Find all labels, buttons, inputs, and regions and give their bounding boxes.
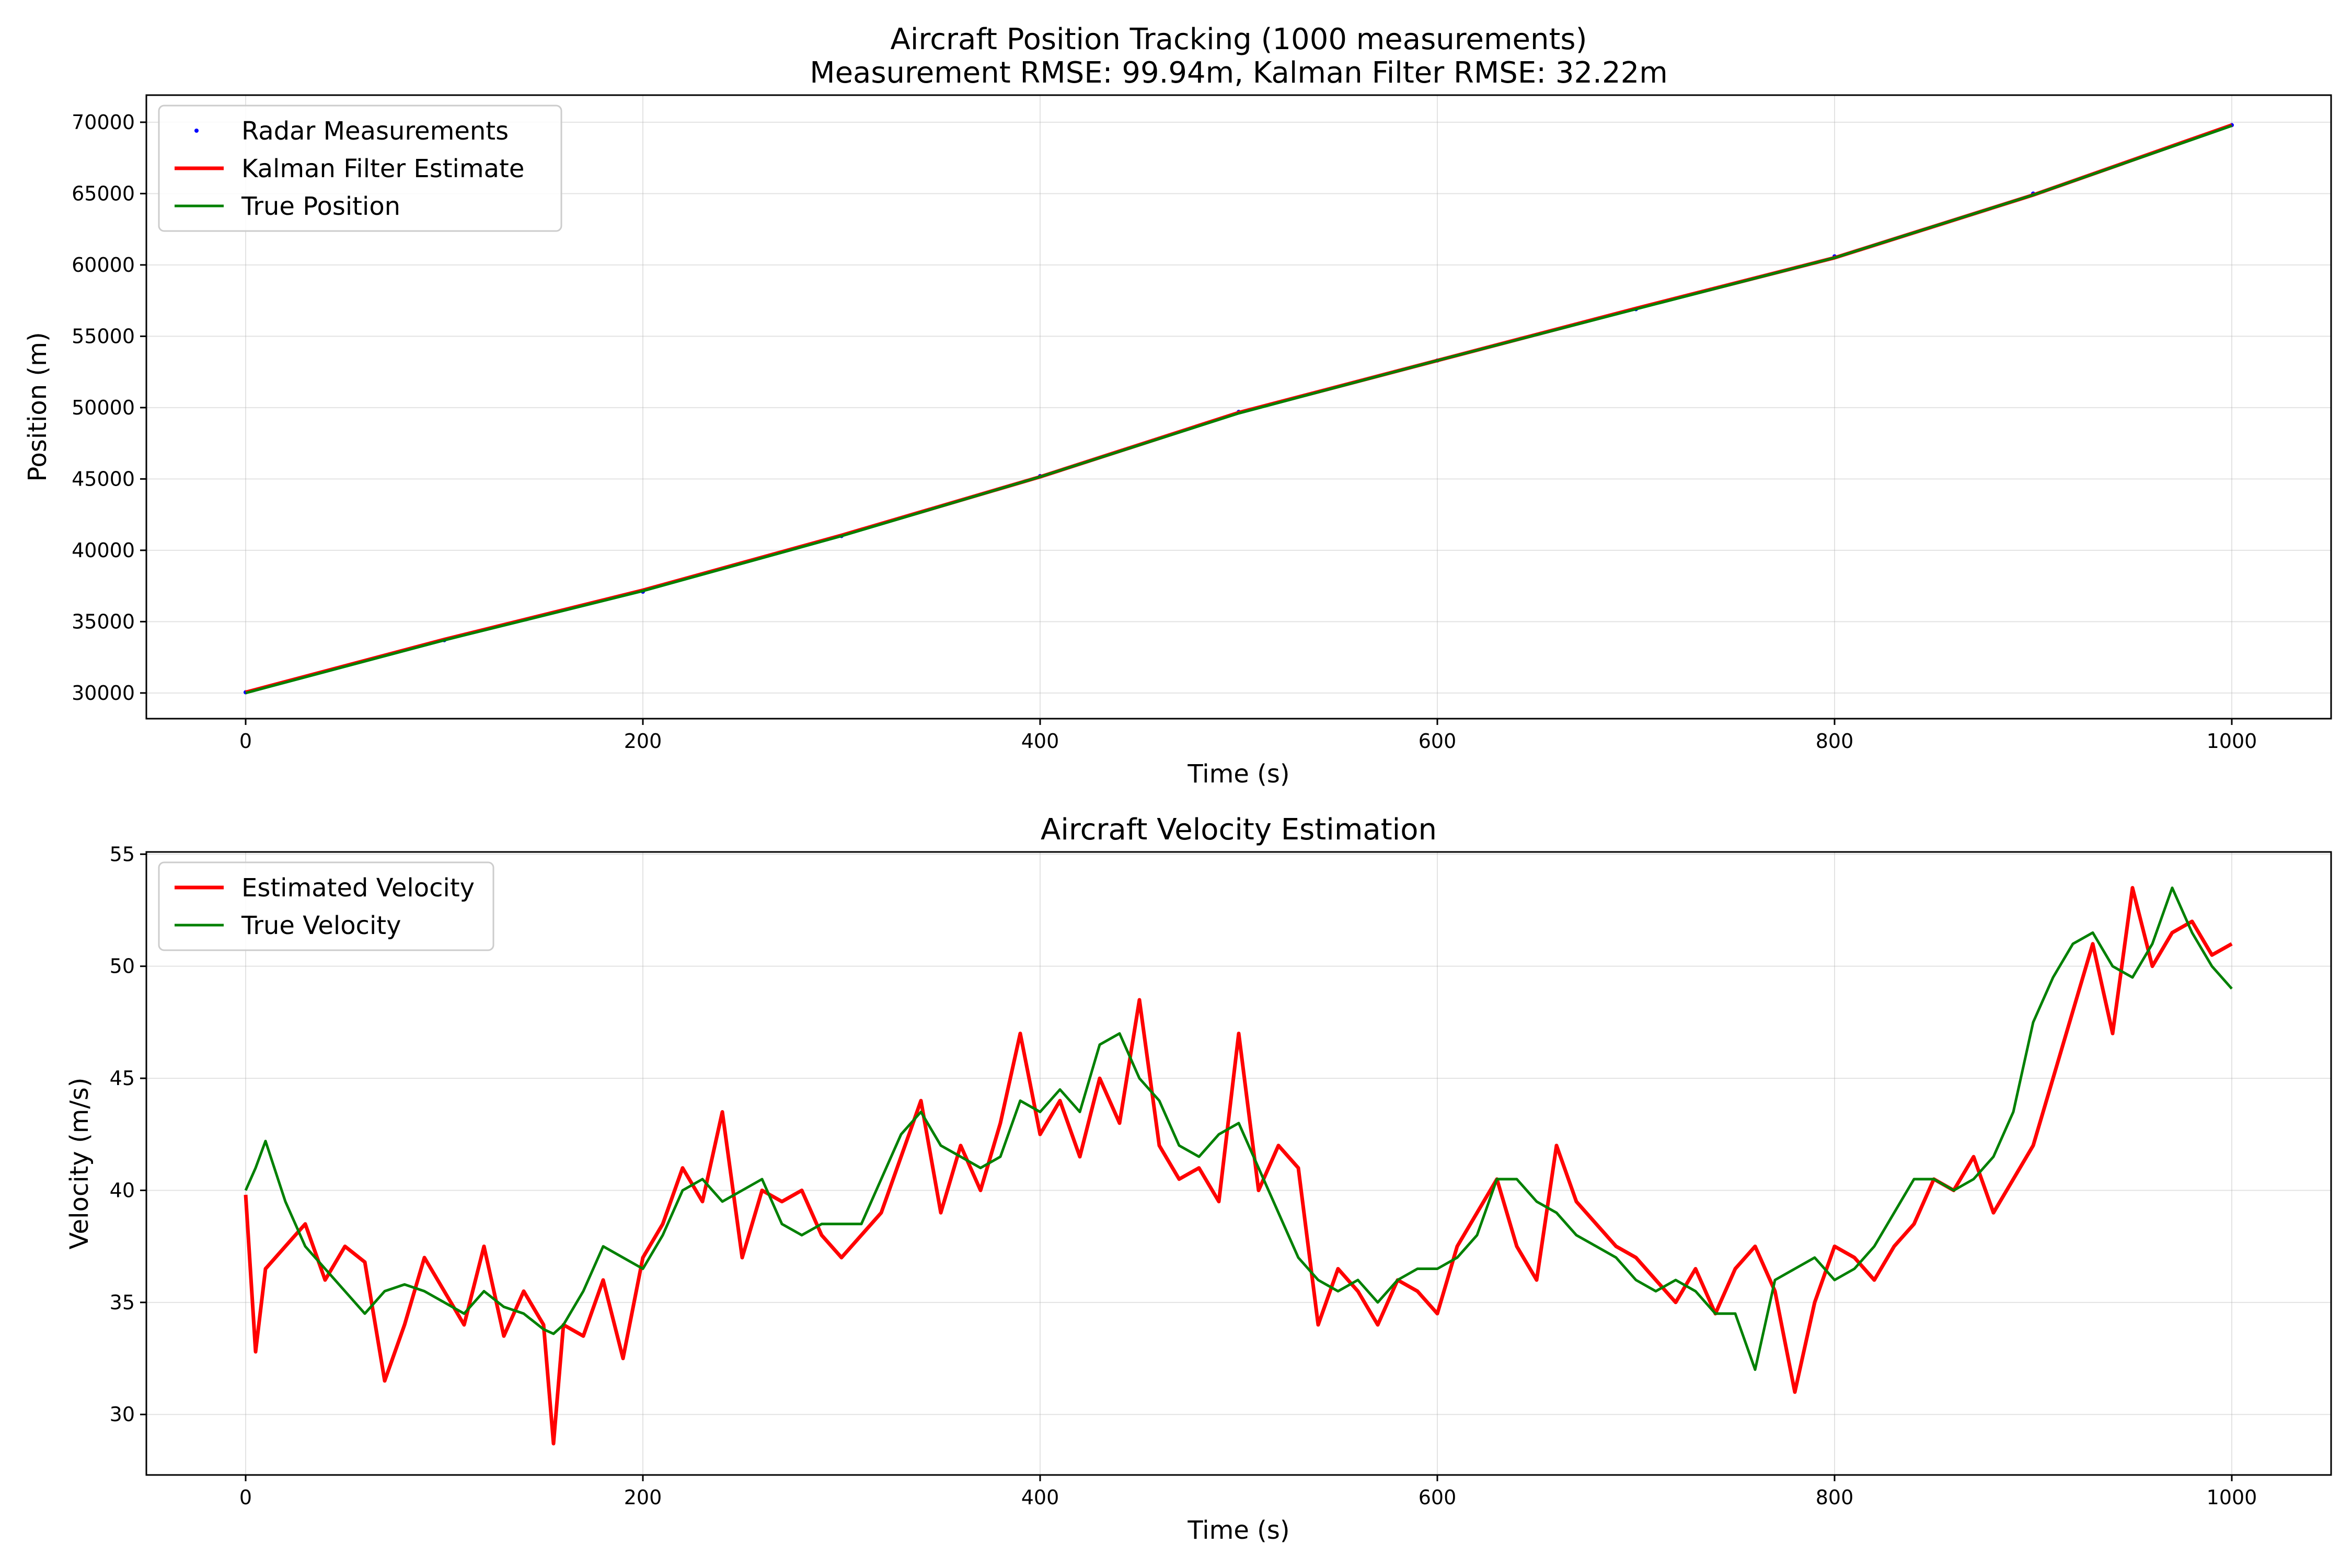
legend-box [158,105,562,232]
velocity-chart: Aircraft Velocity Estimation 0 200 400 600 80… [65,813,2332,1545]
true-position-line [245,124,2232,695]
y-tick-label: 30 [110,1403,135,1426]
x-tick-label: 400 [1021,1486,1059,1509]
legend-label-radar-measurements: Radar Measurements [241,117,509,146]
y-tick-label: 55 [110,843,135,866]
x-tick-label: 600 [1419,1486,1457,1509]
legend-box [158,861,494,951]
y-tick-label: 65000 [72,182,135,205]
true-velocity-line [244,886,2233,1371]
chart-title: Aircraft Velocity Estimation [1041,813,1437,847]
plot-area [244,886,2233,1446]
legend-label-estimated-velocity: Estimated Velocity [241,873,475,903]
y-tick-label: 40 [110,1179,135,1202]
legend-marker-radar-measurements [194,129,199,133]
x-tick-label: 800 [1816,730,1854,753]
y-axis-label: Position (m) [23,332,52,481]
y-tick-label: 35 [110,1291,135,1314]
legend-label-true-position: True Position [241,192,400,221]
x-tick-label: 1000 [2207,1486,2257,1509]
y-tick-label: 45000 [72,467,135,490]
y-axis-label: Velocity (m/s) [65,1078,94,1250]
axes-frame [145,851,2332,1476]
y-tick-label: 35000 [72,610,135,633]
x-tick-label: 200 [624,1486,662,1509]
x-tick-label: 600 [1419,730,1457,753]
y-tick-label: 45 [110,1067,135,1090]
chart-subtitle: Measurement RMSE: 99.94m, Kalman Filter … [810,56,1668,90]
y-tick-label: 40000 [72,539,135,562]
x-tick-label: 1000 [2207,730,2257,753]
y-tick-label: 60000 [72,253,135,276]
y-tick-label: 30000 [72,682,135,705]
legend: Estimated Velocity True Velocity [158,861,494,951]
x-tick-label: 0 [239,1486,252,1509]
estimated-velocity-line [244,886,2233,1446]
position-chart: Aircraft Position Tracking (1000 measure… [23,22,2332,789]
x-tick-label: 800 [1816,1486,1854,1509]
x-axis-label: Time (s) [1187,1516,1289,1545]
chart-title: Aircraft Position Tracking (1000 measure… [891,22,1587,56]
legend-label-kalman-filter-estimate: Kalman Filter Estimate [241,154,524,183]
y-tick-label: 55000 [72,325,135,348]
y-tick-label: 50000 [72,396,135,419]
plot-area [244,123,2234,695]
y-tick-label: 50 [110,955,135,978]
x-tick-label: 400 [1021,730,1059,753]
legend-label-true-velocity: True Velocity [241,911,401,940]
legend: Radar Measurements Kalman Filter Estimate… [158,105,562,232]
x-axis-label: Time (s) [1187,759,1289,789]
x-tick-label: 0 [239,730,252,753]
y-tick-label: 70000 [72,111,135,134]
x-tick-label: 200 [624,730,662,753]
